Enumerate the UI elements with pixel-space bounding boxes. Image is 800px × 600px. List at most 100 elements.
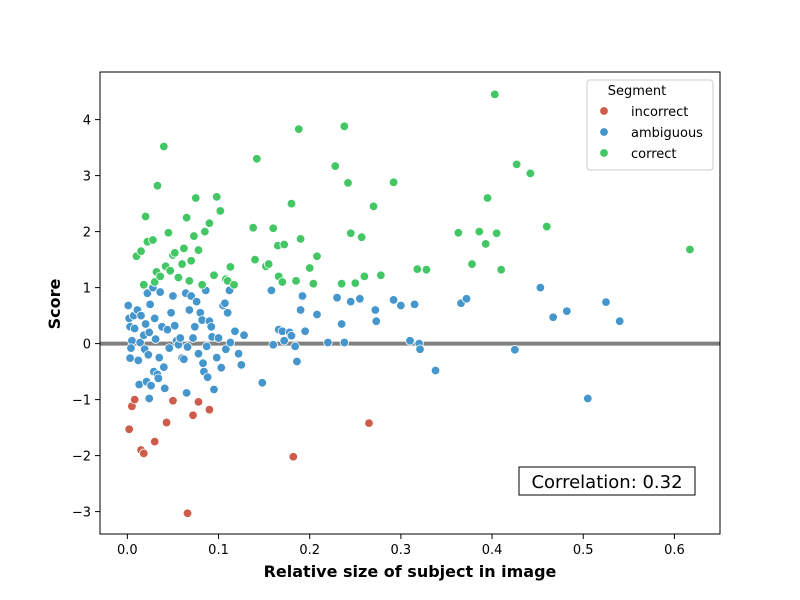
point-ambiguous: [233, 348, 244, 359]
point-ambiguous: [188, 333, 198, 343]
point-incorrect: [139, 448, 149, 459]
point-correct: [184, 276, 195, 286]
axes: [99, 71, 721, 535]
point-ambiguous: [388, 295, 399, 305]
point-ambiguous: [430, 365, 441, 376]
point-ambiguous: [336, 319, 347, 329]
point-correct: [148, 235, 158, 245]
legend-label-ambiguous: ambiguous: [631, 126, 703, 141]
point-ambiguous: [144, 327, 154, 338]
point-ambiguous: [143, 350, 154, 360]
point-correct: [359, 271, 370, 282]
y-tick-label: −3: [72, 506, 91, 521]
point-ambiguous: [230, 326, 240, 336]
point-ambiguous: [190, 322, 200, 332]
point-correct: [155, 271, 165, 282]
point-ambiguous: [150, 313, 160, 324]
point-correct: [277, 277, 288, 287]
legend-box: [586, 79, 714, 171]
point-ambiguous: [355, 294, 365, 304]
point-correct: [343, 178, 353, 188]
point-ambiguous: [155, 287, 165, 297]
point-ambiguous: [144, 393, 154, 404]
point-ambiguous: [583, 393, 593, 404]
x-tick-label: 0.1: [208, 543, 229, 558]
point-ambiguous: [166, 308, 176, 318]
point-ambiguous: [145, 299, 155, 310]
point-correct: [685, 244, 695, 255]
correlation-annotation: Correlation: 0.32: [518, 466, 696, 496]
point-ambiguous: [461, 294, 472, 304]
point-ambiguous: [266, 285, 277, 296]
point-ambiguous: [297, 291, 308, 301]
point-correct: [480, 239, 491, 249]
point-correct: [197, 280, 207, 290]
point-correct: [165, 266, 175, 276]
point-ambiguous: [168, 291, 178, 301]
point-correct: [525, 168, 536, 179]
point-correct: [330, 161, 340, 171]
point-ambiguous: [162, 324, 173, 335]
point-incorrect: [161, 417, 172, 428]
x-tick-label: 0.0: [117, 543, 138, 558]
point-ambiguous: [186, 291, 196, 301]
point-correct: [248, 222, 258, 233]
point-ambiguous: [225, 337, 236, 348]
point-ambiguous: [193, 348, 204, 359]
y-axis-ticks: −3 −2 −1 0 1 2 3 4: [72, 114, 100, 521]
x-axis-title: Relative size of subject in image: [264, 562, 557, 581]
point-correct: [150, 277, 160, 287]
point-ambiguous: [409, 299, 420, 310]
point-correct: [467, 259, 477, 269]
point-ambiguous: [126, 343, 136, 353]
point-ambiguous: [370, 305, 381, 315]
point-incorrect: [193, 397, 204, 407]
point-ambiguous: [292, 356, 302, 367]
x-tick-label: 0.4: [482, 543, 503, 558]
point-incorrect: [188, 410, 198, 420]
point-correct: [252, 154, 262, 164]
point-ambiguous: [125, 353, 135, 363]
point-correct: [542, 221, 552, 232]
point-correct: [511, 159, 522, 170]
y-tick-label: 4: [83, 114, 91, 129]
point-correct: [152, 180, 163, 191]
point-correct: [421, 264, 432, 275]
point-ambiguous: [415, 344, 425, 354]
point-ambiguous: [129, 323, 140, 334]
point-ambiguous: [213, 333, 224, 343]
point-correct: [474, 226, 484, 237]
point-ambiguous: [279, 336, 289, 346]
point-ambiguous: [136, 310, 146, 321]
point-correct: [312, 251, 322, 261]
point-correct: [189, 231, 199, 241]
point-correct: [491, 228, 502, 238]
point-correct: [336, 278, 347, 289]
point-correct: [139, 280, 149, 290]
point-ambiguous: [140, 319, 151, 329]
x-tick-label: 0.5: [573, 543, 594, 558]
point-ambiguous: [562, 306, 572, 316]
data-points: [123, 89, 695, 518]
point-ambiguous: [295, 305, 306, 315]
point-ambiguous: [312, 309, 322, 320]
legend-marker-correct: [599, 148, 609, 158]
point-ambiguous: [206, 322, 216, 332]
point-ambiguous: [290, 341, 300, 352]
point-ambiguous: [346, 296, 356, 307]
y-tick-label: −1: [72, 394, 91, 409]
annotation-box: [518, 466, 696, 496]
point-incorrect: [124, 424, 134, 434]
point-correct: [215, 206, 226, 216]
point-correct: [453, 228, 464, 238]
point-correct: [268, 223, 278, 233]
point-ambiguous: [164, 343, 174, 353]
point-incorrect: [150, 436, 160, 447]
point-correct: [179, 243, 189, 254]
y-tick-label: −2: [72, 450, 91, 465]
y-tick-label: 0: [83, 338, 91, 353]
point-correct: [368, 201, 379, 212]
axes-frame: [99, 71, 721, 535]
point-ambiguous: [332, 292, 342, 303]
point-correct: [159, 141, 169, 152]
